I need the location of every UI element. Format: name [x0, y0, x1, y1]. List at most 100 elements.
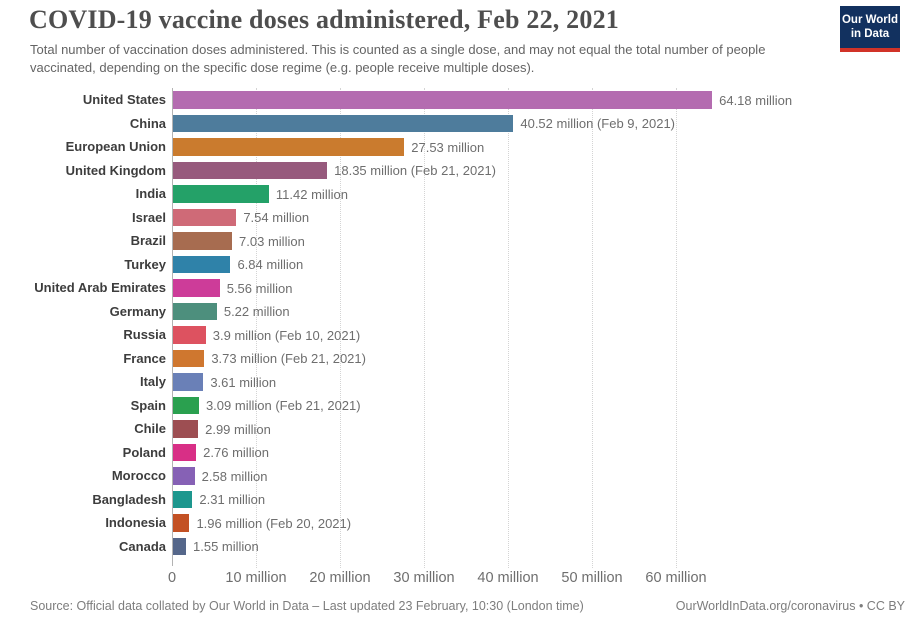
bar[interactable] — [173, 467, 195, 485]
bar[interactable] — [173, 208, 237, 226]
bar[interactable] — [173, 326, 206, 344]
bar[interactable] — [173, 232, 233, 250]
owid-logo[interactable]: Our World in Data — [840, 6, 900, 52]
country-label: Indonesia — [105, 515, 166, 530]
value-label: 3.9 million (Feb 10, 2021) — [212, 327, 361, 343]
value-label: 2.58 million — [201, 468, 268, 484]
x-axis-tick: 50 million — [561, 570, 623, 586]
x-axis-tick: 60 million — [645, 570, 707, 586]
x-axis-tick: 0 — [167, 570, 177, 586]
bar-row: Israel 7.54 million — [0, 206, 915, 230]
value-label: 2.99 million — [205, 421, 271, 437]
bar[interactable] — [173, 443, 197, 461]
value-label: 40.52 million (Feb 9, 2021) — [520, 116, 676, 131]
country-label: India — [135, 186, 166, 201]
bar[interactable] — [173, 490, 193, 508]
country-label: Chile — [134, 421, 166, 436]
country-label: Germany — [109, 303, 166, 319]
bar[interactable] — [173, 349, 205, 367]
x-axis-tick: 40 million — [477, 570, 539, 586]
x-axis-tick: 20 million — [309, 570, 371, 586]
value-label: 3.09 million (Feb 21, 2021) — [205, 398, 361, 413]
value-label: 7.03 million — [239, 233, 305, 249]
bar-row: United Arab Emirates 5.56 million — [0, 276, 915, 300]
bar-row: India 11.42 million — [0, 182, 915, 206]
bar-row: Poland 2.76 million — [0, 441, 915, 465]
value-label: 3.73 million (Feb 21, 2021) — [211, 351, 366, 366]
bar-row: United States 64.18 million — [0, 88, 915, 112]
bar-row: Germany 5.22 million — [0, 300, 915, 324]
country-label: Israel — [132, 209, 166, 225]
bar-row: Bangladesh 2.31 million — [0, 488, 915, 512]
bar[interactable] — [173, 255, 231, 273]
bar[interactable] — [173, 185, 269, 203]
value-label: 64.18 million — [719, 92, 793, 108]
value-label: 2.76 million — [203, 445, 269, 460]
gridline — [676, 88, 677, 568]
value-label: 6.84 million — [237, 257, 304, 272]
country-label: United Arab Emirates — [34, 280, 166, 295]
bar[interactable] — [173, 279, 220, 297]
bar[interactable] — [173, 396, 199, 414]
country-label: United Kingdom — [65, 162, 166, 178]
value-label: 1.55 million — [193, 539, 259, 554]
y-axis-line — [172, 88, 173, 566]
bar[interactable] — [173, 91, 713, 109]
value-label: 1.96 million (Feb 20, 2021) — [196, 515, 352, 531]
value-label: 5.22 million — [223, 304, 290, 319]
bar-row: Brazil 7.03 million — [0, 229, 915, 253]
country-label: China — [129, 115, 166, 131]
bar-row: Morocco 2.58 million — [0, 464, 915, 488]
source-note: Source: Official data collated by Our Wo… — [30, 599, 584, 613]
attribution-link[interactable]: OurWorldInData.org/coronavirus • CC BY — [675, 599, 905, 613]
country-label: France — [123, 350, 166, 366]
value-label: 18.35 million (Feb 21, 2021) — [334, 163, 496, 178]
bar-row: Chile 2.99 million — [0, 417, 915, 441]
bar[interactable] — [173, 373, 204, 391]
bar-row: China 40.52 million (Feb 9, 2021) — [0, 112, 915, 136]
owid-logo-line1: Our World — [841, 13, 898, 26]
country-label: Turkey — [124, 256, 166, 272]
value-label: 27.53 million — [411, 139, 485, 155]
bar-row: Italy 3.61 million — [0, 370, 915, 394]
bar-row: Russia 3.9 million (Feb 10, 2021) — [0, 323, 915, 347]
country-label: Brazil — [130, 233, 166, 248]
country-label: Italy — [139, 374, 166, 389]
x-axis-tick: 10 million — [225, 570, 287, 586]
gridline — [592, 88, 593, 568]
chart-footer: Source: Official data collated by Our Wo… — [30, 599, 905, 613]
bar[interactable] — [173, 514, 190, 532]
bar-rows: United States 64.18 million China 40.52 mil… — [0, 88, 915, 558]
chart-title: COVID-19 vaccine doses administered, Feb… — [29, 5, 619, 34]
bar-row: Indonesia 1.96 million (Feb 20, 2021) — [0, 511, 915, 535]
value-label: 7.54 million — [243, 210, 310, 225]
gridline — [508, 88, 509, 568]
bar-row: European Union 27.53 million — [0, 135, 915, 159]
gridlines — [172, 88, 702, 568]
bar[interactable] — [173, 420, 199, 438]
country-label: Morocco — [111, 468, 166, 483]
bar-row: Spain 3.09 million (Feb 21, 2021) — [0, 394, 915, 418]
value-label: 3.61 million — [210, 374, 277, 390]
bar[interactable] — [173, 537, 187, 555]
x-axis-tick-labels: 0 10 million 20 million 30 million 40 millio… — [0, 570, 915, 590]
gridline — [340, 88, 341, 568]
bar[interactable] — [173, 138, 405, 156]
country-label: Russia — [123, 327, 166, 342]
gridline — [256, 88, 257, 568]
bar[interactable] — [173, 114, 514, 132]
gridline — [424, 88, 425, 568]
country-label: Spain — [130, 397, 166, 413]
bar-row: Canada 1.55 million — [0, 535, 915, 559]
country-label: United States — [82, 92, 166, 107]
chart-subtitle: Total number of vaccination doses admini… — [30, 42, 766, 76]
bar[interactable] — [173, 302, 217, 320]
bar-row: Turkey 6.84 million — [0, 253, 915, 277]
bar[interactable] — [173, 161, 328, 179]
country-label: Bangladesh — [92, 491, 166, 507]
value-label: 5.56 million — [226, 280, 293, 296]
country-label: Poland — [122, 444, 166, 460]
value-label: 11.42 million — [275, 186, 348, 202]
country-label: European Union — [65, 139, 166, 154]
